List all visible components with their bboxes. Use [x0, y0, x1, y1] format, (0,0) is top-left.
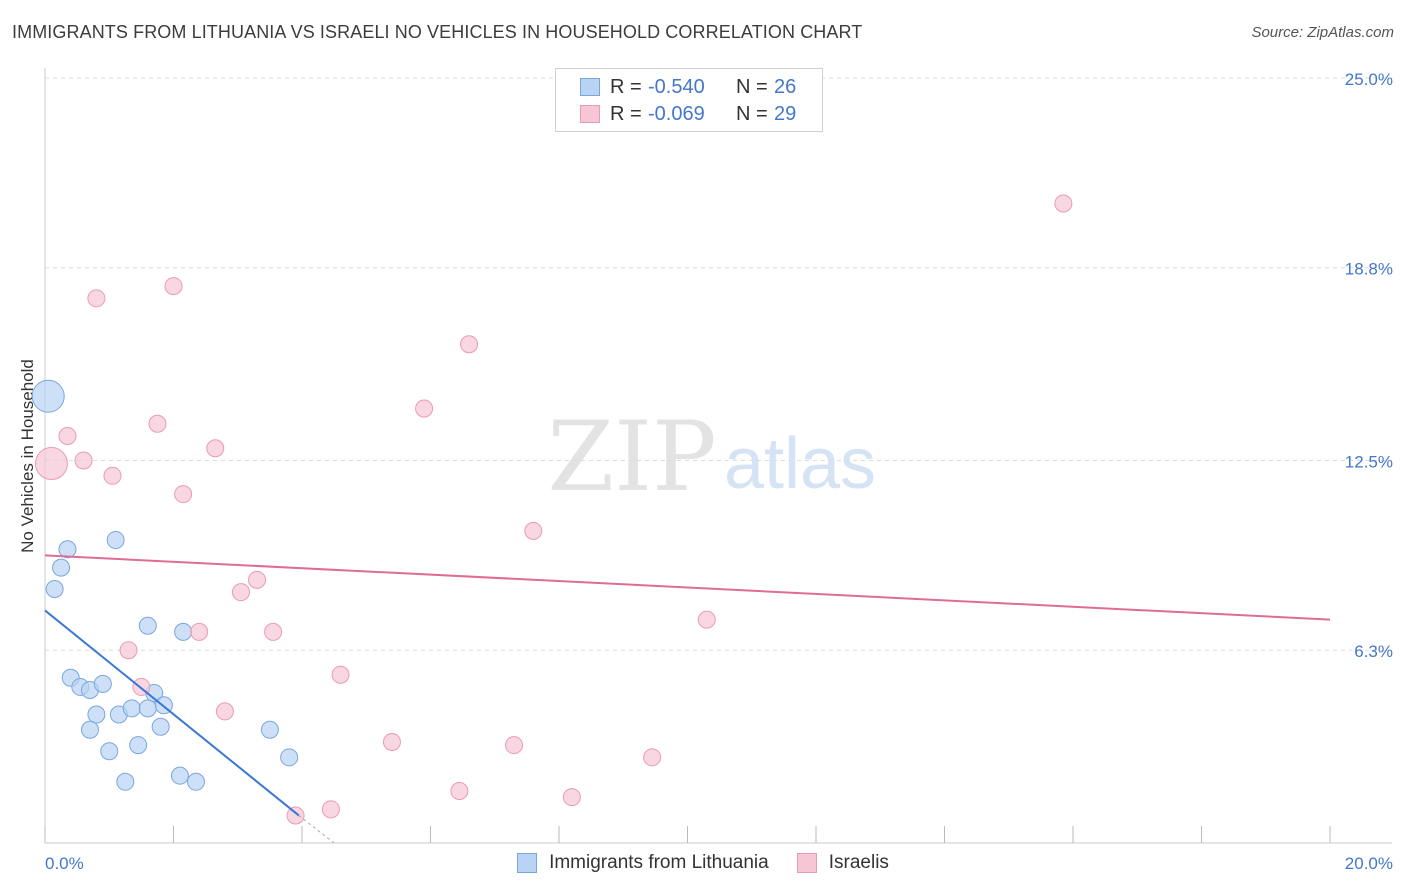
israeli-point: [331, 665, 350, 684]
legend-r-value: -0.069: [648, 102, 705, 125]
series-legend-lithuania: Immigrants from Lithuania: [517, 852, 769, 874]
israeli-point: [248, 570, 267, 589]
lithuania-trend-line: [44, 609, 300, 817]
lithuania-point: [52, 558, 71, 577]
legend-r-label: R =: [610, 102, 642, 125]
israeli-point: [206, 439, 225, 458]
israeli-point: [103, 466, 122, 485]
series-label-israelis: Israelis: [828, 852, 889, 873]
lithuania-point: [170, 766, 189, 785]
lithuania-point: [138, 616, 157, 635]
israeli-point: [215, 702, 234, 721]
israeli-point: [643, 748, 662, 767]
israeli-point: [450, 781, 469, 800]
lithuania-point: [138, 699, 157, 718]
legend-n-label: N =: [736, 75, 768, 98]
legend-row-lithuania: R = -0.540 N = 26: [556, 74, 796, 100]
lithuania-point: [106, 531, 125, 550]
legend-r-value: -0.540: [648, 75, 705, 98]
series-swatch-blue: [517, 853, 538, 873]
lithuania-point: [58, 540, 77, 559]
israeli-point: [524, 521, 543, 540]
israeli-point: [382, 733, 401, 752]
source-label: Source: ZipAtlas.com: [1251, 24, 1394, 41]
israeli-point: [264, 622, 283, 641]
israeli-point: [34, 447, 68, 481]
lithuania-point: [116, 772, 135, 791]
x-tick-label-min: 0.0%: [45, 854, 84, 873]
israeli-point: [321, 800, 340, 819]
series-swatch-pink: [796, 853, 817, 873]
israeli-point: [87, 289, 106, 308]
legend-n-value: 26: [774, 75, 797, 98]
lithuania-point: [129, 736, 148, 755]
israeli-point: [697, 610, 716, 629]
lithuania-point: [31, 379, 65, 413]
lithuania-point: [93, 674, 112, 693]
israeli-point: [505, 736, 524, 755]
legend-swatch-pink: [580, 105, 600, 123]
legend-r-label: R =: [610, 75, 642, 98]
x-tick-label-max: 20.0%: [1345, 854, 1393, 873]
lithuania-point: [280, 748, 299, 767]
israeli-point: [562, 788, 581, 807]
lithuania-point: [80, 720, 99, 739]
y-tick-label: 25.0%: [1345, 70, 1393, 89]
y-tick-label: 6.3%: [1354, 642, 1393, 661]
lithuania-point: [186, 772, 205, 791]
lithuania-point: [260, 720, 279, 739]
israeli-trend-line: [44, 554, 1331, 621]
legend-n-label: N =: [736, 102, 768, 125]
lithuania-point: [151, 717, 170, 736]
watermark-atlas: atlas: [724, 424, 876, 504]
y-tick-label: 12.5%: [1345, 453, 1393, 472]
israeli-point: [148, 414, 167, 433]
israeli-point: [58, 427, 77, 446]
lithuania-trend-extension: [298, 815, 335, 844]
series-label-lithuania: Immigrants from Lithuania: [549, 852, 769, 873]
israeli-point: [174, 485, 193, 504]
israeli-point: [415, 399, 434, 418]
lithuania-point: [122, 699, 141, 718]
lithuania-point: [174, 622, 193, 641]
israeli-point: [74, 451, 93, 470]
chart-title: IMMIGRANTS FROM LITHUANIA VS ISRAELI NO …: [12, 22, 863, 42]
series-legend: Immigrants from Lithuania Israelis: [0, 852, 1406, 874]
israeli-point: [164, 277, 183, 296]
lithuania-point: [45, 580, 64, 599]
israeli-point: [460, 335, 479, 354]
israeli-point: [286, 806, 305, 825]
correlation-legend: R = -0.540 N = 26 R = -0.069 N = 29: [555, 68, 823, 132]
israeli-point: [190, 622, 209, 641]
legend-row-israelis: R = -0.069 N = 29: [556, 101, 796, 127]
israeli-point: [119, 641, 138, 660]
watermark-zip: ZIP: [547, 401, 716, 513]
y-tick-label: 18.8%: [1345, 260, 1393, 279]
series-legend-israelis: Israelis: [796, 852, 889, 874]
israeli-point: [231, 583, 250, 602]
israeli-point: [1054, 194, 1073, 213]
lithuania-point: [100, 742, 119, 761]
legend-swatch-blue: [580, 78, 600, 96]
legend-n-value: 29: [774, 102, 797, 125]
lithuania-point: [87, 705, 106, 724]
